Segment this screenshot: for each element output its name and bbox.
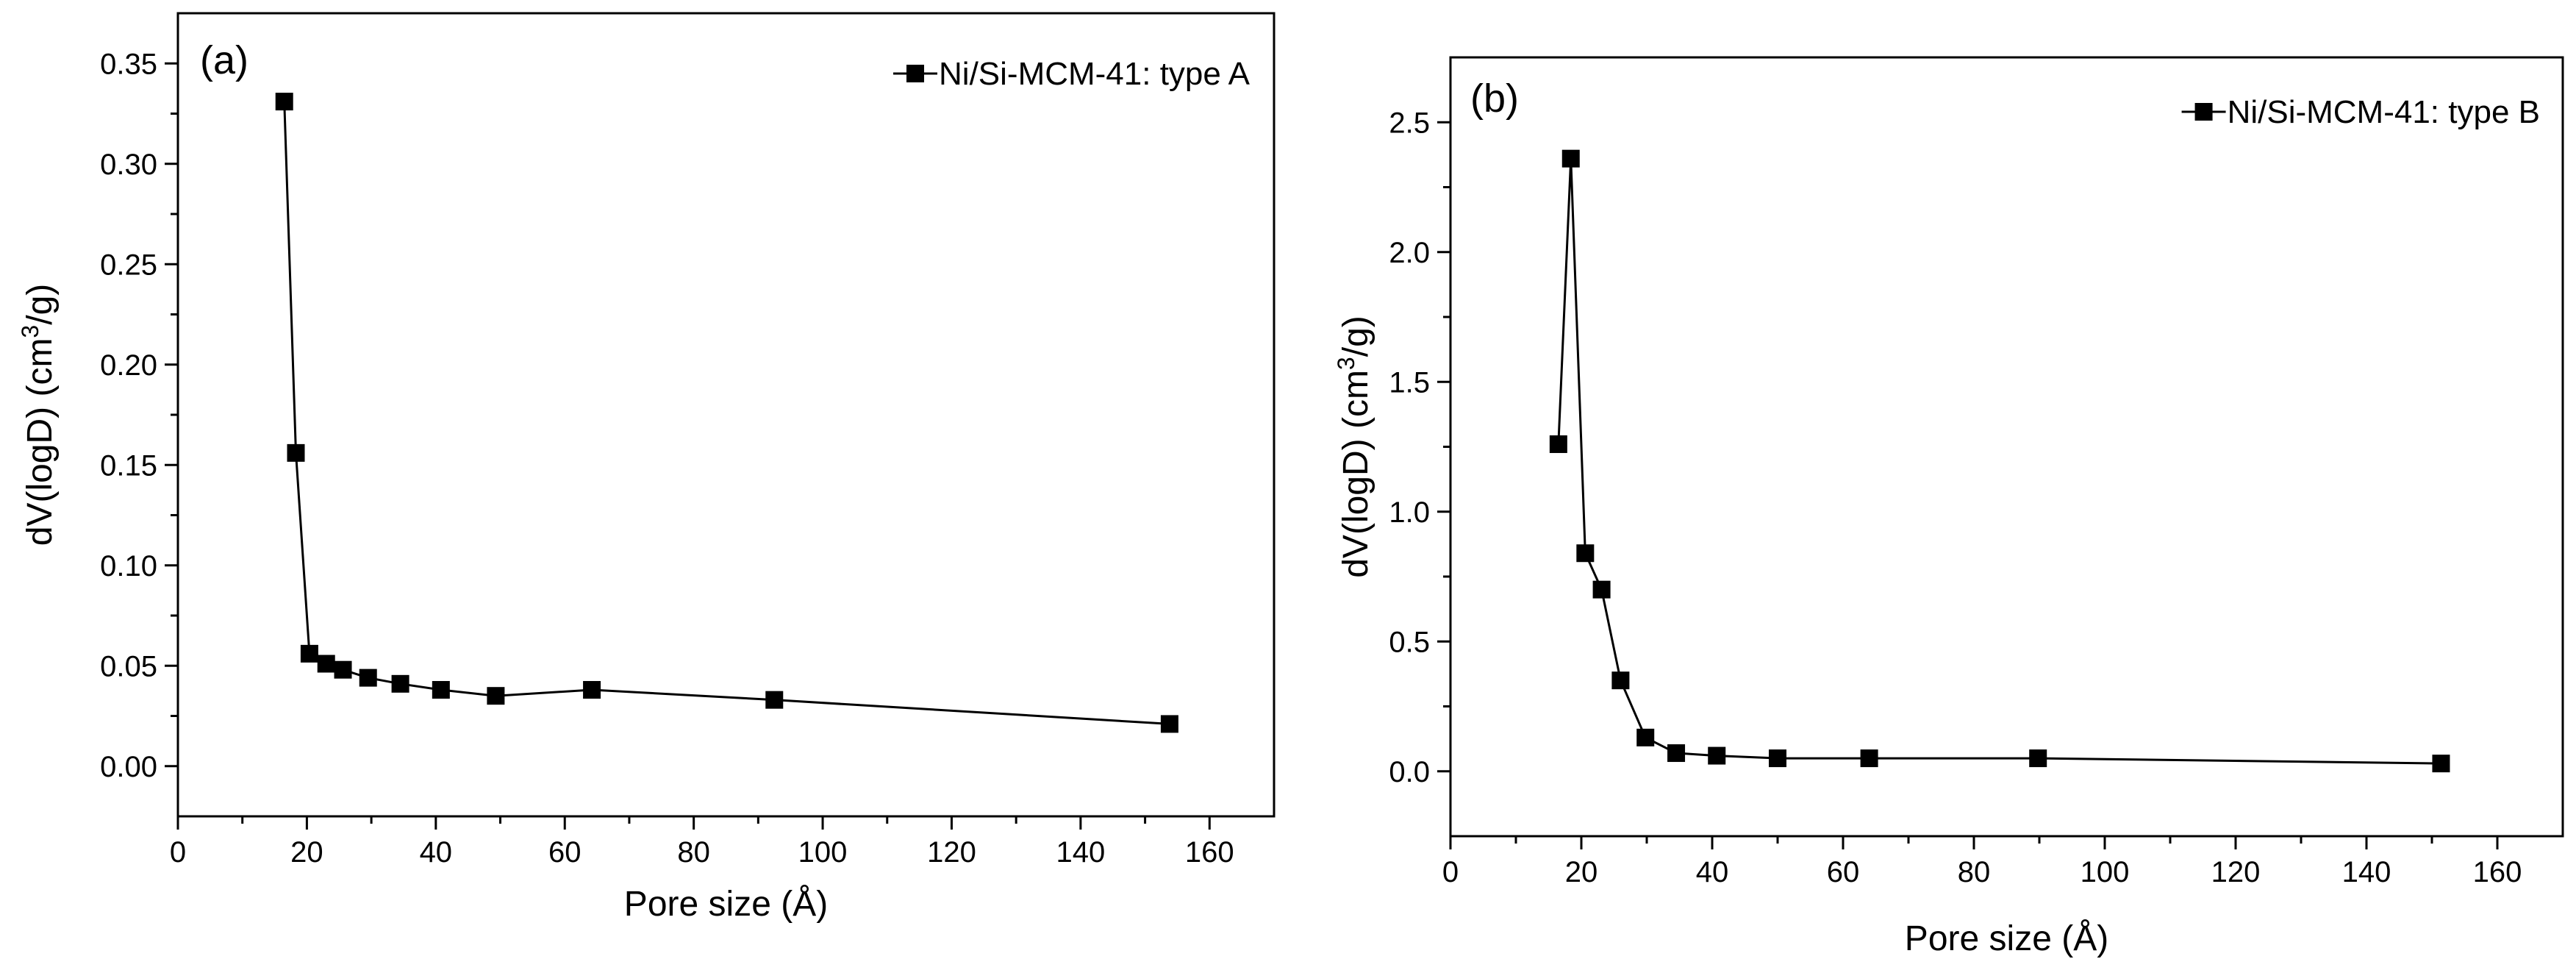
x-tick-label: 80 bbox=[677, 836, 710, 869]
y-axis-title-main: dV(logD) (cm bbox=[1337, 370, 1375, 578]
data-point bbox=[1561, 149, 1580, 168]
data-point bbox=[765, 691, 784, 709]
data-point bbox=[1160, 715, 1178, 733]
y-tick-label: 0.20 bbox=[100, 349, 157, 382]
y-axis-title: dV(logD) (cm3/g) bbox=[17, 284, 60, 546]
y-axis-title-tail: /g) bbox=[21, 284, 60, 325]
data-point bbox=[2029, 749, 2047, 768]
plot-frame bbox=[1449, 56, 2564, 838]
x-tick-label: 120 bbox=[927, 836, 976, 869]
y-axis-title-tail: /g) bbox=[1337, 315, 1375, 357]
x-tick-label: 0 bbox=[170, 836, 186, 869]
data-point bbox=[1860, 749, 1878, 768]
data-point bbox=[1708, 746, 1726, 765]
y-tick-label: 0.25 bbox=[100, 249, 157, 281]
data-point bbox=[583, 681, 601, 699]
y-tick-label: 0.00 bbox=[100, 751, 157, 783]
legend-label: Ni/Si-MCM-41: type B bbox=[2228, 94, 2540, 130]
data-point bbox=[432, 681, 450, 699]
chart-panel-a: 0 20 40 60 80 100 120 140 160 0.00 0.05 0.10 0.15 0.2… bbox=[17, 12, 1276, 924]
y-axis-title-superscript: 3 bbox=[1333, 357, 1359, 370]
series-line bbox=[283, 101, 1170, 725]
x-tick-label: 100 bbox=[2081, 856, 2130, 888]
y-tick-label: 0.5 bbox=[1389, 626, 1430, 658]
x-tick-label: 140 bbox=[2342, 856, 2391, 888]
x-tick-label: 80 bbox=[1958, 856, 1991, 888]
y-axis-title-main: dV(logD) (cm bbox=[21, 338, 60, 546]
panel-label: (b) bbox=[1470, 76, 1519, 121]
y-tick-label: 0.0 bbox=[1389, 756, 1430, 788]
data-point bbox=[334, 660, 352, 679]
y-tick-label: 0.35 bbox=[100, 48, 157, 80]
y-tick-label: 0.30 bbox=[100, 149, 157, 181]
data-point bbox=[287, 443, 305, 462]
x-axis-title: Pore size (Å) bbox=[1905, 919, 2108, 958]
x-tick-label: 140 bbox=[1056, 836, 1106, 869]
data-point bbox=[1769, 749, 1786, 768]
legend-marker bbox=[906, 65, 925, 82]
legend-marker bbox=[2194, 103, 2213, 121]
data-point bbox=[2432, 755, 2450, 773]
x-tick-label: 160 bbox=[1185, 836, 1234, 869]
y-tick-label: 1.5 bbox=[1389, 366, 1430, 399]
series-line bbox=[1557, 158, 2441, 765]
x-tick-label: 100 bbox=[798, 836, 848, 869]
y-tick-label: 0.10 bbox=[100, 550, 157, 582]
y-tick-label: 2.0 bbox=[1389, 237, 1430, 269]
data-point bbox=[359, 669, 377, 687]
y-axis-title-superscript: 3 bbox=[17, 325, 43, 338]
y-tick-label: 2.5 bbox=[1389, 107, 1430, 139]
plot-frame bbox=[176, 12, 1276, 818]
x-tick-label: 0 bbox=[1442, 856, 1459, 888]
chart-panel-b: 0 20 40 60 80 100 120 140 160 0.0 0.5 1.0 1.5 2.0 2.5 P… bbox=[1333, 56, 2564, 958]
x-tick-label: 20 bbox=[1565, 856, 1598, 888]
data-point bbox=[275, 93, 293, 111]
x-tick-label: 160 bbox=[2473, 856, 2522, 888]
x-tick-label: 60 bbox=[1827, 856, 1860, 888]
x-tick-label: 20 bbox=[290, 836, 323, 869]
panel-label: (a) bbox=[200, 38, 248, 82]
data-point bbox=[1636, 728, 1655, 746]
y-tick-label: 0.15 bbox=[100, 449, 157, 482]
data-point bbox=[1611, 671, 1630, 690]
data-point bbox=[1592, 580, 1611, 599]
data-point bbox=[391, 674, 409, 693]
data-point bbox=[1576, 544, 1595, 563]
y-tick-label: 1.0 bbox=[1389, 496, 1430, 529]
x-tick-label: 40 bbox=[420, 836, 453, 869]
y-axis-title: dV(logD) (cm3/g) bbox=[1333, 315, 1375, 578]
data-point bbox=[1549, 435, 1567, 453]
data-point bbox=[300, 644, 318, 663]
y-tick-label: 0.05 bbox=[100, 650, 157, 682]
legend-label: Ni/Si-MCM-41: type A bbox=[939, 56, 1251, 92]
x-tick-label: 40 bbox=[1696, 856, 1729, 888]
data-point bbox=[317, 655, 335, 673]
x-axis-title: Pore size (Å) bbox=[624, 885, 828, 924]
data-point bbox=[1667, 744, 1686, 763]
x-tick-label: 60 bbox=[548, 836, 582, 869]
x-tick-label: 120 bbox=[2211, 856, 2261, 888]
data-point bbox=[487, 687, 505, 705]
